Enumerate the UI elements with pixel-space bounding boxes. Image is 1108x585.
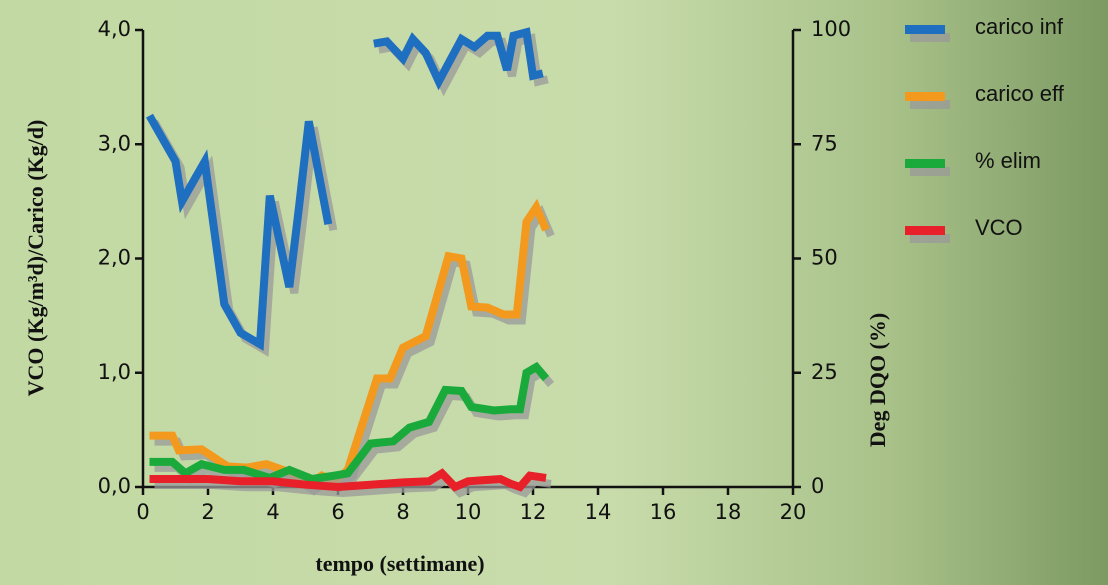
y-tick-label: 1,0: [98, 360, 131, 384]
legend-swatch: [905, 159, 945, 168]
legend-shadow: [910, 33, 950, 42]
legend-swatch: [905, 25, 945, 34]
y-axis-title: VCO (Kg/m³d)/Carico (Kg/d): [23, 120, 48, 397]
y2-tick-label: 100: [811, 17, 851, 41]
y-tick-label: 4,0: [98, 17, 131, 41]
y2-tick-label: 25: [811, 360, 838, 384]
x-tick-label: 4: [266, 500, 279, 524]
y-tick-label: 0,0: [98, 474, 131, 498]
legend-label: VCO: [975, 215, 1023, 240]
x-tick-label: 16: [650, 500, 677, 524]
x-tick-label: 8: [396, 500, 409, 524]
legend-shadow: [910, 234, 950, 243]
legend-shadow: [910, 167, 950, 176]
y-tick-label: 2,0: [98, 246, 131, 270]
y2-tick-label: 50: [811, 246, 838, 270]
background: [0, 0, 1108, 585]
y2-tick-label: 0: [811, 474, 824, 498]
legend-label: carico eff: [975, 81, 1065, 106]
legend-swatch: [905, 92, 945, 101]
x-axis-title: tempo (settimane): [315, 551, 484, 576]
y2-tick-label: 75: [811, 131, 838, 155]
y2-axis-title: Deg DQO (%): [865, 313, 890, 447]
legend-label: % elim: [975, 148, 1041, 173]
legend-swatch: [905, 226, 945, 235]
x-tick-label: 2: [201, 500, 214, 524]
chart: tempo (settimane) VCO (Kg/m³d)/Carico (K…: [0, 0, 1108, 585]
x-tick-label: 14: [585, 500, 612, 524]
x-tick-label: 6: [331, 500, 344, 524]
legend-shadow: [910, 100, 950, 109]
x-tick-label: 10: [455, 500, 482, 524]
y-tick-label: 3,0: [98, 131, 131, 155]
x-tick-label: 0: [136, 500, 149, 524]
x-tick-label: 18: [715, 500, 742, 524]
x-tick-label: 20: [780, 500, 807, 524]
x-tick-label: 12: [520, 500, 547, 524]
legend-label: carico inf: [975, 14, 1064, 39]
